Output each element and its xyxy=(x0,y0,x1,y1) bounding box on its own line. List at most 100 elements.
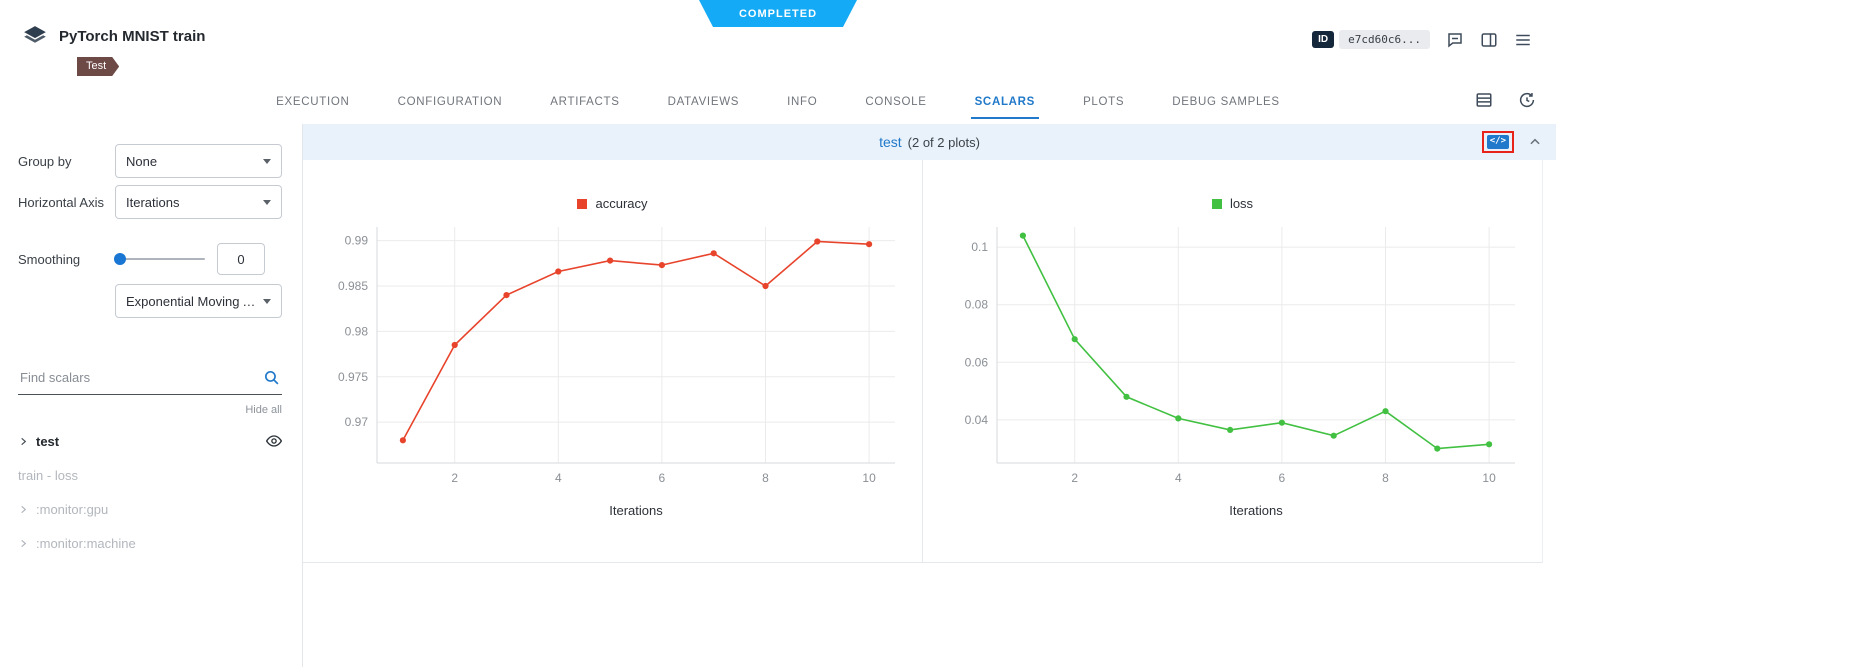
smoothing-type-value: Exponential Moving Av... xyxy=(126,293,257,309)
svg-text:0.06: 0.06 xyxy=(964,355,988,369)
horizontal-axis-label: Horizontal Axis xyxy=(18,194,104,210)
status-label: COMPLETED xyxy=(738,7,818,20)
experiment-id: ID e7cd60c6... xyxy=(1312,30,1430,49)
svg-text:0.97: 0.97 xyxy=(344,415,368,429)
plot-group-actions: </> xyxy=(1481,124,1542,160)
table-view-icon[interactable] xyxy=(1475,91,1493,109)
chevron-right-icon[interactable] xyxy=(18,436,29,447)
tab-dataviews[interactable]: DATAVIEWS xyxy=(667,96,740,108)
legend-swatch xyxy=(1211,198,1222,209)
smoothing-slider-thumb[interactable] xyxy=(114,253,126,265)
tab-debug-samples[interactable]: DEBUG SAMPLES xyxy=(1172,96,1280,108)
tab-plots[interactable]: PLOTS xyxy=(1083,96,1125,108)
chart-accuracy: accuracy 2 4 6 8 10 0.97 0.975 0.98 0.985 0.99 Ite… xyxy=(303,160,922,562)
svg-text:2: 2 xyxy=(1071,471,1078,485)
svg-text:0.99: 0.99 xyxy=(344,234,368,248)
menu-icon[interactable] xyxy=(1514,31,1532,49)
layout-columns-icon[interactable] xyxy=(1480,31,1498,49)
chevron-right-icon[interactable] xyxy=(18,538,29,549)
group-by-value: None xyxy=(126,153,158,169)
svg-text:0.985: 0.985 xyxy=(337,279,367,293)
tab-console[interactable]: CONSOLE xyxy=(865,96,927,108)
auto-refresh-icon[interactable] xyxy=(1518,91,1536,109)
highlight-annotation: </> xyxy=(1481,131,1514,153)
horizontal-axis-row: Horizontal Axis Iterations xyxy=(18,185,282,219)
group-by-label: Group by xyxy=(18,153,72,169)
legend-swatch xyxy=(577,198,588,209)
svg-text:0.1: 0.1 xyxy=(971,240,988,254)
header-left: PyTorch MNIST train Test xyxy=(22,22,205,76)
metric-row-train-loss[interactable]: train - loss xyxy=(18,458,282,492)
plot-group-title[interactable]: test xyxy=(879,134,902,150)
metric-label: :monitor:gpu xyxy=(36,501,109,517)
group-by-select[interactable]: None xyxy=(115,144,282,178)
tab-artifacts[interactable]: ARTIFACTS xyxy=(550,96,620,108)
svg-text:10: 10 xyxy=(862,471,876,485)
smoothing-row: Smoothing xyxy=(18,243,282,275)
header-right: ID e7cd60c6... xyxy=(1312,30,1532,49)
svg-text:4: 4 xyxy=(1174,471,1181,485)
collapse-section-button[interactable] xyxy=(1528,135,1542,149)
svg-text:2: 2 xyxy=(451,471,458,485)
hide-all-link[interactable]: Hide all xyxy=(245,404,282,416)
scalars-sidebar: Group by None Horizontal Axis Iterations… xyxy=(0,124,303,667)
svg-text:Iterations: Iterations xyxy=(1229,503,1283,518)
metric-label: test xyxy=(36,433,60,449)
experiment-title: PyTorch MNIST train xyxy=(59,28,206,45)
metric-row-test[interactable]: test xyxy=(18,424,282,458)
svg-text:10: 10 xyxy=(1482,471,1496,485)
charts-row: accuracy 2 4 6 8 10 0.97 0.975 0.98 0.985 0.99 Ite… xyxy=(303,160,1543,563)
smoothing-label: Smoothing xyxy=(18,251,81,267)
search-icon[interactable] xyxy=(263,369,280,391)
metric-list: test train - loss :monitor:gpu xyxy=(18,424,282,560)
scalars-main: test (2 of 2 plots) </> accuracy xyxy=(303,124,1556,667)
svg-text:0.98: 0.98 xyxy=(344,324,368,338)
svg-text:0.04: 0.04 xyxy=(964,413,988,427)
tag[interactable]: Test xyxy=(77,57,119,76)
id-badge: ID xyxy=(1312,31,1335,48)
embed-code-icon[interactable]: </> xyxy=(1486,135,1509,149)
svg-text:8: 8 xyxy=(1382,471,1389,485)
accuracy-plot[interactable]: 2 4 6 8 10 0.97 0.975 0.98 0.985 0.99 Iterations xyxy=(313,221,913,531)
svg-text:Iterations: Iterations xyxy=(609,503,663,518)
smoothing-type-select[interactable]: Exponential Moving Av... xyxy=(115,284,282,318)
smoothing-controls xyxy=(114,243,282,275)
eye-icon[interactable] xyxy=(266,433,282,449)
plot-group-count: (2 of 2 plots) xyxy=(907,134,980,150)
horizontal-axis-select[interactable]: Iterations xyxy=(115,185,282,219)
horizontal-axis-value: Iterations xyxy=(126,194,180,210)
experiment-header: PyTorch MNIST train Test ID e7cd60c6... xyxy=(0,0,1556,86)
svg-text:0.08: 0.08 xyxy=(964,298,988,312)
tab-scalars[interactable]: SCALARS xyxy=(970,86,1040,119)
status-ribbon: COMPLETED xyxy=(699,0,857,27)
loss-legend[interactable]: loss xyxy=(1211,196,1254,211)
smoothing-type-row: Exponential Moving Av... xyxy=(18,284,282,318)
loss-plot[interactable]: 2 4 6 8 10 0.04 0.06 0.08 0.1 Iterations xyxy=(933,221,1533,531)
tab-execution[interactable]: EXECUTION xyxy=(276,96,350,108)
metric-row-monitor-gpu[interactable]: :monitor:gpu xyxy=(18,492,282,526)
accuracy-legend[interactable]: accuracy xyxy=(577,196,648,211)
app-logo-icon xyxy=(22,24,48,76)
tab-info[interactable]: INFO xyxy=(787,96,818,108)
metric-label: :monitor:machine xyxy=(36,535,136,551)
plot-group-header: test (2 of 2 plots) </> xyxy=(303,124,1556,160)
tabs: EXECUTION CONFIGURATION ARTIFACTS DATAVI… xyxy=(272,86,1284,119)
tab-configuration[interactable]: CONFIGURATION xyxy=(397,96,503,108)
find-scalars xyxy=(18,364,282,395)
legend-label: loss xyxy=(1229,196,1254,211)
smoothing-slider[interactable] xyxy=(114,253,205,265)
legend-label: accuracy xyxy=(595,196,648,211)
metric-row-monitor-machine[interactable]: :monitor:machine xyxy=(18,526,282,560)
chevron-down-icon xyxy=(263,199,271,205)
svg-text:8: 8 xyxy=(762,471,769,485)
find-scalars-input[interactable] xyxy=(18,369,256,386)
smoothing-input[interactable] xyxy=(217,243,265,275)
id-value[interactable]: e7cd60c6... xyxy=(1339,30,1430,49)
metric-label: train - loss xyxy=(18,467,78,483)
chevron-right-icon[interactable] xyxy=(18,504,29,515)
comment-icon[interactable] xyxy=(1446,31,1464,49)
tab-bar: EXECUTION CONFIGURATION ARTIFACTS DATAVI… xyxy=(0,86,1556,119)
tabbar-icons xyxy=(1475,91,1536,109)
title-block: PyTorch MNIST train Test xyxy=(59,22,205,76)
group-by-row: Group by None xyxy=(18,144,282,178)
